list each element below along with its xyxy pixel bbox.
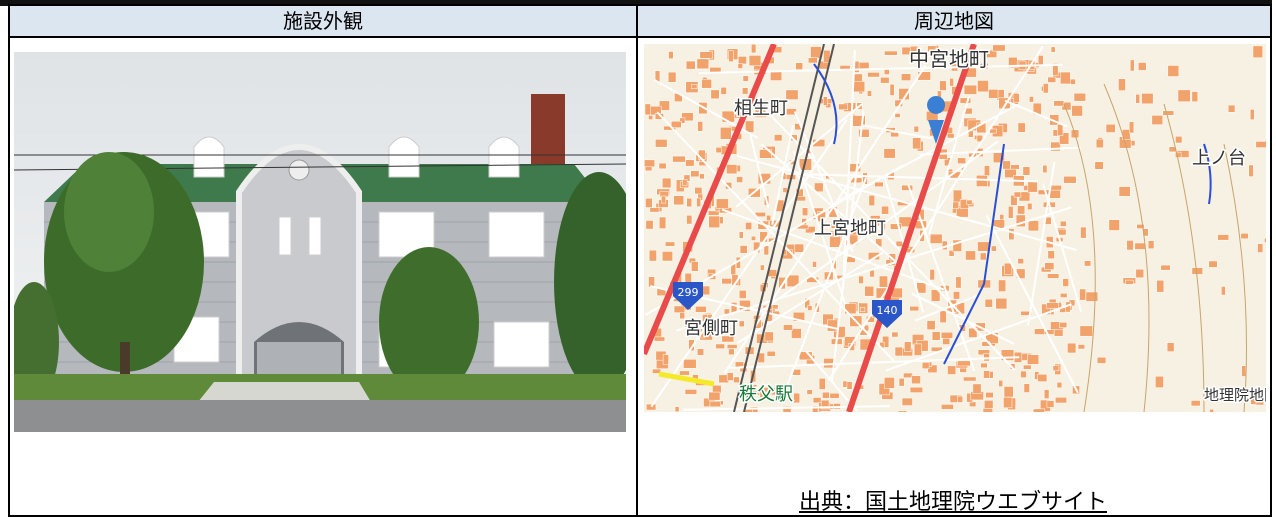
header-cell: 周辺地図 xyxy=(636,4,1272,38)
header-text: 施設外観 xyxy=(283,9,363,33)
top-bar xyxy=(0,0,1272,6)
route-shield xyxy=(673,282,703,310)
map-label: 宮側町 xyxy=(684,318,738,339)
map-label: 秩父駅 xyxy=(739,384,793,405)
header-cell: 施設外観 xyxy=(8,4,638,38)
facility-photo xyxy=(14,52,626,432)
route-number: 140 xyxy=(877,304,898,317)
body-cell xyxy=(636,36,1272,517)
map-label: 上ノ台 xyxy=(1192,148,1246,169)
route-shield xyxy=(872,300,902,328)
map-label: 相生町 xyxy=(734,98,788,119)
route-number: 299 xyxy=(678,286,699,299)
header-text: 周辺地図 xyxy=(914,9,994,33)
source-caption: 出典：国土地理院ウエブサイト xyxy=(798,490,1107,515)
map-label: 地理院地図 xyxy=(1204,386,1266,404)
map-label: 中宮地町 xyxy=(909,47,989,71)
map-label: 上宮地町 xyxy=(814,218,886,239)
